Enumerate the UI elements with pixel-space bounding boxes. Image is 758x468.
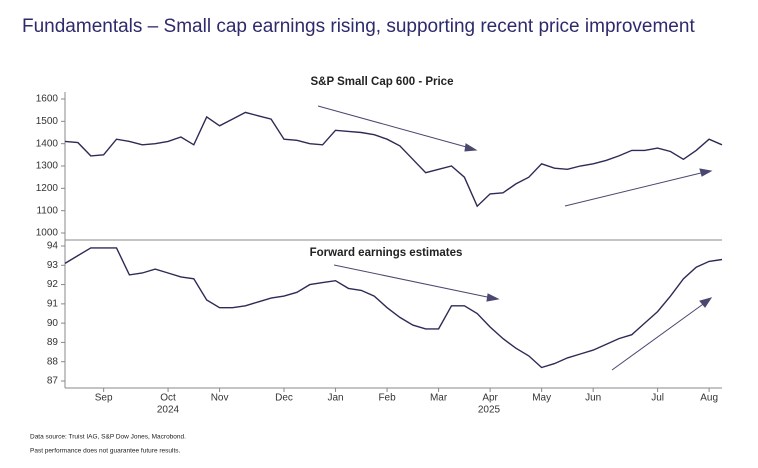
- y-tick-label: 93: [47, 260, 59, 271]
- y-tick-label: 89: [47, 337, 59, 348]
- y-tick-label: 1500: [36, 116, 59, 127]
- x-tick-label: Nov: [211, 393, 229, 404]
- x-tick-label: Mar: [430, 393, 448, 404]
- arrow-head: [699, 168, 713, 177]
- x-tick-label: Aug: [700, 393, 718, 404]
- price-line: [64, 111, 723, 208]
- x-tick-label: Sep: [95, 393, 113, 404]
- y-tick-label: 92: [47, 279, 59, 290]
- x-tick-label: Dec: [275, 393, 293, 404]
- x-tick-label: Jan: [327, 393, 343, 404]
- y-tick-label: 88: [47, 356, 59, 367]
- y-tick-label: 87: [47, 376, 59, 387]
- x-tick-label: May: [532, 393, 551, 404]
- note: Past performance does not guarantee futu…: [30, 448, 181, 455]
- y-tick-label: 91: [47, 298, 59, 309]
- y-tick-label: 1100: [36, 205, 58, 216]
- arrow: [611, 301, 707, 371]
- arrow-head: [699, 297, 713, 308]
- x-tick-label: Jun: [585, 393, 601, 404]
- y-tick-label: 94: [47, 241, 59, 252]
- y-tick-label: 90: [47, 318, 59, 329]
- y-tick-label: 1200: [36, 183, 59, 194]
- x-tick-label: Apr: [482, 393, 498, 404]
- note: Data source: Truist IAG, S&P Dow Jones, …: [30, 434, 186, 441]
- x-tick-label: Jul: [651, 393, 664, 404]
- panel-title: Forward earnings estimates: [310, 247, 463, 259]
- y-tick-label: 1000: [36, 228, 59, 239]
- arrow: [317, 105, 471, 149]
- panel-title: S&P Small Cap 600 - Price: [311, 76, 454, 88]
- x-tick-label: Feb: [378, 393, 396, 404]
- y-tick-label: 1300: [36, 161, 59, 172]
- year-label: 2025: [478, 405, 501, 416]
- arrow: [333, 264, 493, 299]
- arrows: [317, 105, 713, 371]
- page-title: Fundamentals – Small cap earnings rising…: [22, 16, 695, 37]
- x-tick-label: Oct: [160, 393, 176, 404]
- y-tick-label: 1400: [36, 138, 59, 149]
- price-line: [64, 247, 723, 369]
- arrow-head: [486, 293, 500, 302]
- y-tick-label: 1600: [36, 94, 59, 105]
- arrow-head: [464, 143, 478, 152]
- year-label: 2024: [157, 405, 180, 416]
- arrow: [564, 171, 706, 207]
